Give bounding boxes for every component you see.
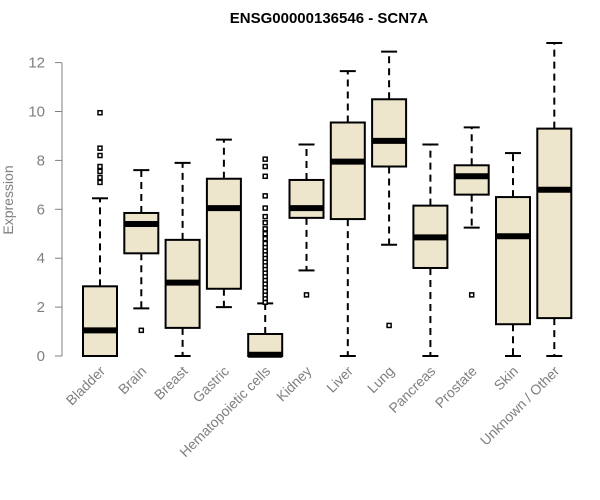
box-bladder [82,109,118,358]
x-tick-label: Brain [115,363,149,397]
box-kidney [288,143,325,298]
outlier-point [97,174,103,181]
outlier-point [262,205,268,211]
y-tick-label: 0 [37,348,45,365]
outlier-point [262,213,268,220]
box-pancreas [412,143,449,357]
box-hematopoietic-cells [247,156,284,358]
x-tick-label: Kidney [273,363,315,405]
y-axis-label: Expression [0,165,16,234]
x-tick-label: Liver [323,363,356,396]
outlier-point [97,163,103,170]
y-axis-ticks: 0 2 4 6 8 10 12 [28,55,62,365]
x-tick-label: Prostate [432,363,480,411]
outlier-point [468,292,475,298]
outlier-point [262,231,268,237]
iqr-box [371,98,408,168]
outlier-point [262,226,268,232]
box-unknown-other [536,42,573,357]
outlier-point [262,193,268,199]
iqr-box [205,177,242,290]
box-liver [329,70,366,357]
box-brain [123,169,160,334]
outlier-point [262,240,268,247]
iqr-box [536,127,573,320]
outlier-point [138,327,145,334]
outlier-point [386,322,392,329]
box-skin [495,152,531,357]
outlier-point [97,168,103,175]
outlier-point [97,145,103,151]
x-tick-label: Lung [364,363,397,396]
y-tick-label: 2 [37,299,45,316]
outlier-point [262,219,268,226]
box-breast [164,161,201,357]
iqr-box [123,211,160,255]
chart-title: ENSG00000136546 - SCN7A [230,10,429,27]
box-prostate [453,126,490,298]
iqr-box [495,196,531,326]
outlier-point [303,292,310,298]
outlier-point [262,163,268,170]
outlier-point [97,109,103,116]
outlier-point [262,235,268,242]
outlier-point [262,173,268,180]
box-gastric [205,138,242,309]
x-tick-label: Breast [151,363,191,403]
y-tick-label: 4 [37,250,45,267]
outlier-point [97,179,103,186]
box-series [82,42,573,358]
iqr-box [453,164,490,196]
x-tick-label: Bladder [63,363,109,409]
y-tick-label: 6 [37,201,45,218]
iqr-box [288,178,325,219]
x-tick-label: Skin [491,363,522,394]
y-tick-label: 8 [37,152,45,169]
outlier-point [262,156,268,162]
iqr-box [329,121,366,221]
outlier-point [97,152,103,159]
iqr-box [82,285,118,358]
y-tick-label: 12 [28,55,45,72]
y-tick-label: 10 [28,104,45,121]
box-lung [371,50,408,329]
